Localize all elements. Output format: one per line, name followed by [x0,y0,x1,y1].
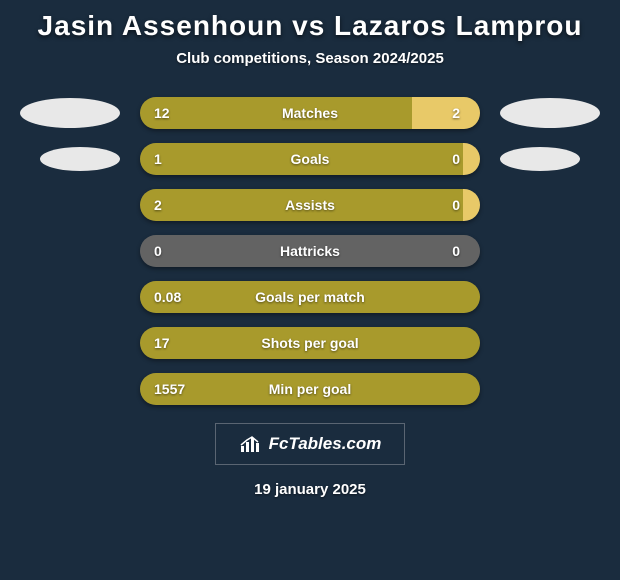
stat-row: 17 Shots per goal [0,327,620,359]
bar-segment-right [412,97,480,129]
stat-row: 0 Hattricks 0 [0,235,620,267]
stat-row: 1557 Min per goal [0,373,620,405]
stat-bar: 0 Hattricks 0 [140,235,480,267]
stat-row: 2 Assists 0 [0,189,620,221]
stat-row: 1 Goals 0 [0,143,620,175]
stat-value-right: 0 [452,151,460,167]
stat-label: Min per goal [269,381,351,397]
stat-bar: 0.08 Goals per match [140,281,480,313]
stat-label: Hattricks [280,243,340,259]
stat-bar: 1 Goals 0 [140,143,480,175]
stat-bar: 12 Matches 2 [140,97,480,129]
bar-segment-left [140,97,412,129]
stat-value-left: 2 [154,197,162,213]
footer-brand-box: FcTables.com [215,423,405,465]
stat-row: 12 Matches 2 [0,97,620,129]
stat-value-left: 17 [154,335,170,351]
page-title: Jasin Assenhoun vs Lazaros Lamprou [0,0,620,42]
brand-text: FcTables.com [269,434,382,454]
date-text: 19 january 2025 [0,481,620,498]
stat-value-right: 0 [452,197,460,213]
stat-rows: 12 Matches 2 1 Goals 0 2 Assists 0 0 Hattricks 0 0.0… [0,97,620,405]
player-left-badge [40,147,120,171]
subtitle: Club competitions, Season 2024/2025 [0,50,620,67]
stat-value-left: 1557 [154,381,185,397]
stat-value-right: 0 [452,243,460,259]
stat-label: Assists [285,197,335,213]
stat-value-left: 0.08 [154,289,181,305]
stat-row: 0.08 Goals per match [0,281,620,313]
player-right-badge [500,147,580,171]
bar-segment-right [463,143,480,175]
stat-value-left: 12 [154,105,170,121]
stat-bar: 2 Assists 0 [140,189,480,221]
chart-icon [239,434,263,454]
stat-bar: 1557 Min per goal [140,373,480,405]
stat-label: Goals [291,151,330,167]
stat-label: Matches [282,105,338,121]
stat-bar: 17 Shots per goal [140,327,480,359]
stat-label: Goals per match [255,289,365,305]
player-left-badge [20,98,120,128]
stat-value-left: 0 [154,243,162,259]
player-right-badge [500,98,600,128]
bar-segment-right [463,189,480,221]
stat-value-right: 2 [452,105,460,121]
stat-label: Shots per goal [261,335,358,351]
stat-value-left: 1 [154,151,162,167]
